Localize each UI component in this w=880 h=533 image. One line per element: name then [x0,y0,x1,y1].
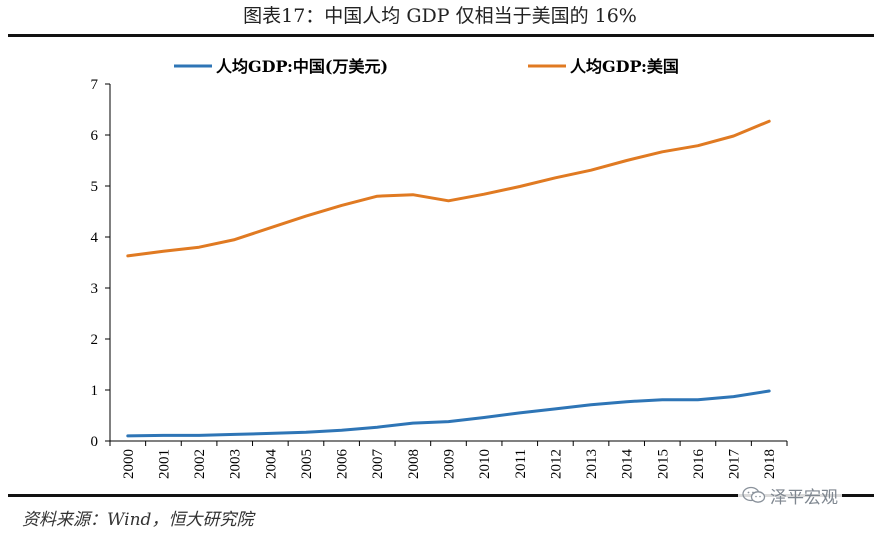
x-tick-label: 2010 [477,449,493,479]
x-tick-label: 2007 [370,449,386,480]
x-tick-label: 2006 [335,449,351,480]
chart-title: 图表17：中国人均 GDP 仅相当于美国的 16% [243,5,637,27]
series-layer [126,119,771,438]
bottom-rule [8,494,874,497]
x-tick-label: 2017 [727,449,743,480]
x-tick-label: 2002 [192,449,208,479]
y-tick-label: 6 [91,128,99,144]
source-note: 资料来源：Wind，恒大研究院 [22,510,254,530]
series-line-china [126,389,771,438]
x-tick-label: 2000 [121,449,137,479]
y-tick-label: 1 [91,383,99,399]
x-tick-label: 2018 [762,449,778,479]
x-axis: 2000 2001 2002 2003 2004 2005 2006 2007 2008 2009… [109,440,788,480]
x-tick-label: 2008 [406,449,422,479]
legend-label-usa: 人均GDP:美国 [570,57,679,76]
series-line-usa [126,119,771,258]
y-tick-label: 3 [91,281,99,297]
y-tick-label: 4 [91,230,99,246]
y-tick-label: 5 [91,179,99,195]
legend: 人均GDP:中国(万美元) 人均GDP:美国 [174,57,679,76]
x-tick-label: 2011 [513,449,529,478]
x-tick-label: 2009 [442,449,458,479]
x-tick-label: 2004 [263,449,279,480]
x-tick-label: 2001 [156,449,172,479]
y-tick-label: 7 [91,77,99,93]
y-tick-label: 2 [91,332,99,348]
top-rule [8,34,874,37]
x-tick-label: 2012 [548,449,564,479]
x-tick-label: 2013 [584,449,600,479]
legend-label-china: 人均GDP:中国(万美元) [216,57,388,76]
x-tick-label: 2016 [691,449,707,480]
wechat-icon [742,486,766,503]
y-tick-label: 0 [91,434,99,450]
x-tick-label: 2015 [655,449,671,479]
x-tick-label: 2014 [620,449,636,480]
watermark: 泽平宏观 [738,484,842,508]
watermark-text: 泽平宏观 [770,487,838,508]
y-axis: 0 1 2 3 4 5 6 7 [91,77,111,450]
x-tick-label: 2005 [299,449,315,479]
x-tick-label: 2003 [228,449,244,479]
